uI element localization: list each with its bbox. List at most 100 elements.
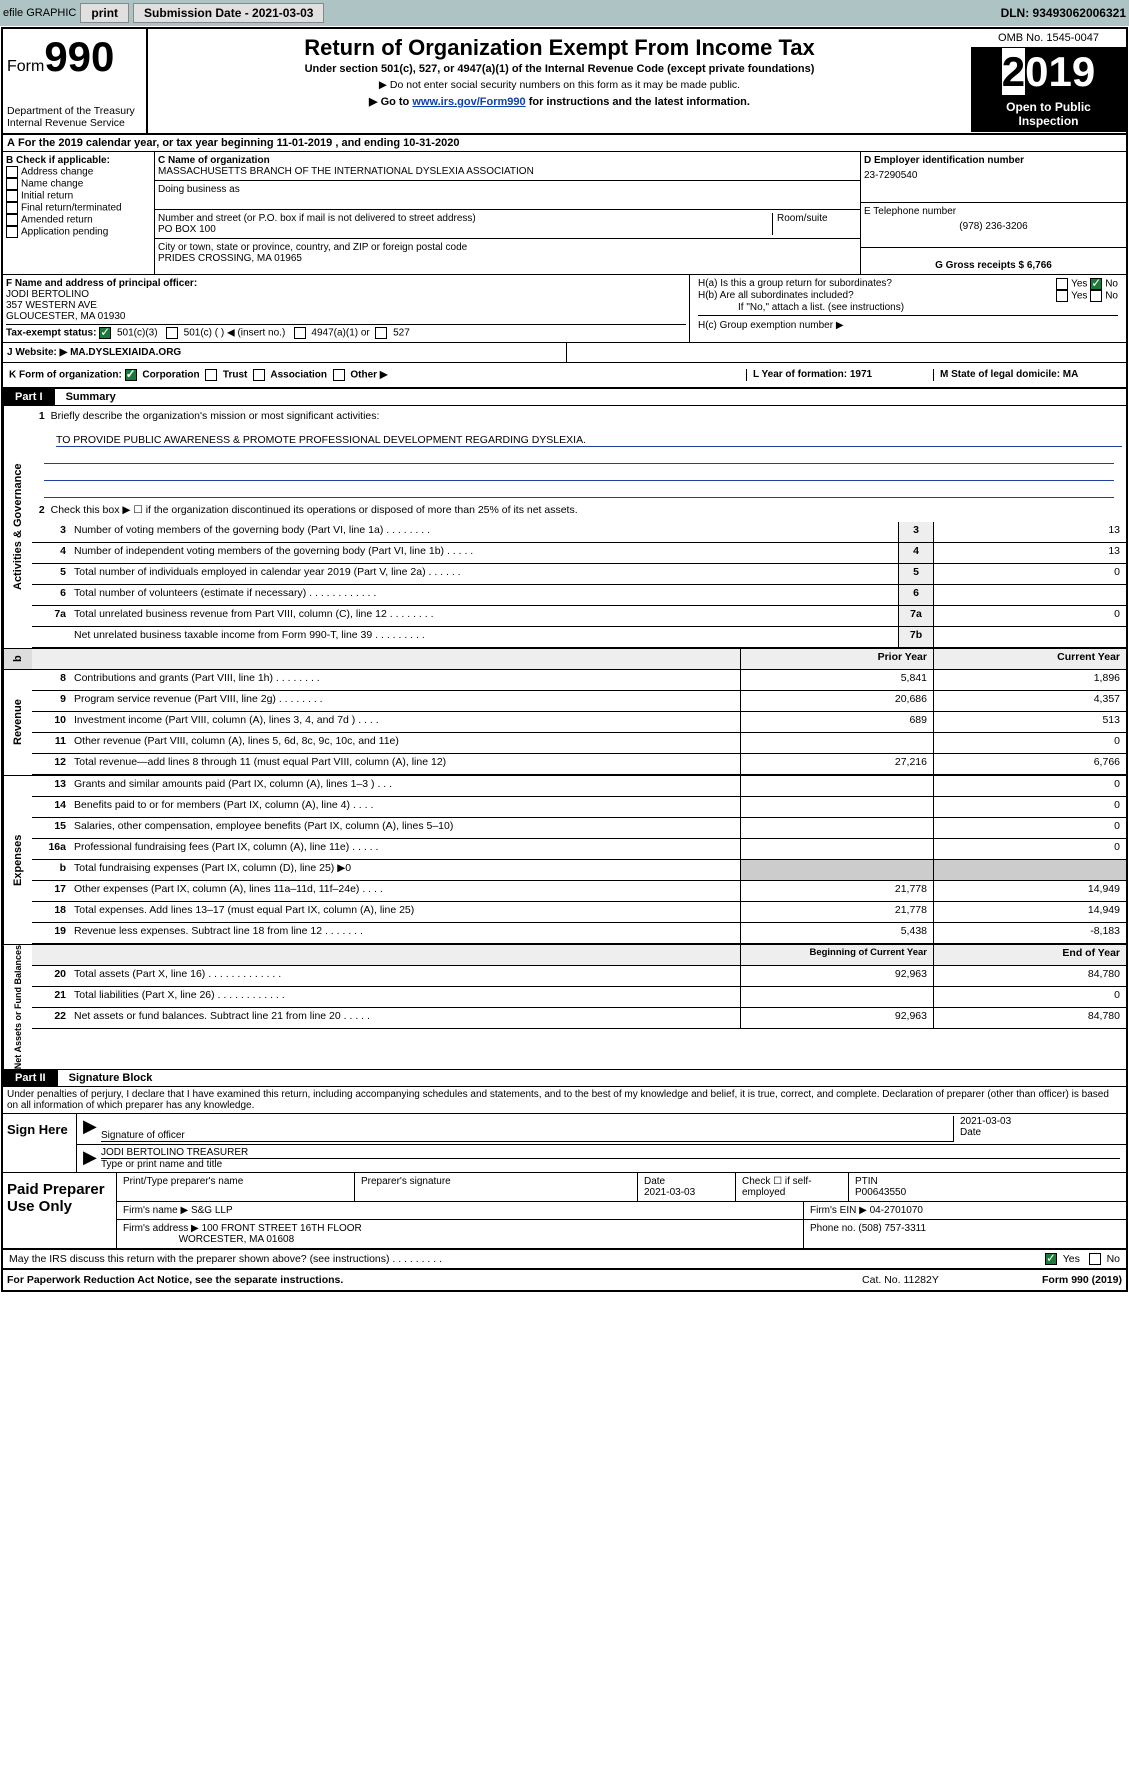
footer-form: Form 990 (2019) bbox=[1042, 1274, 1122, 1286]
check-trust[interactable] bbox=[205, 369, 217, 381]
section-a: A For the 2019 calendar year, or tax yea… bbox=[3, 135, 1126, 152]
irs-link[interactable]: www.irs.gov/Form990 bbox=[412, 96, 525, 108]
website: MA.DYSLEXIAIDA.ORG bbox=[70, 347, 181, 358]
sig-date: 2021-03-03 bbox=[960, 1116, 1120, 1127]
col-begin: Beginning of Current Year bbox=[740, 945, 933, 965]
check-other[interactable] bbox=[333, 369, 345, 381]
toolbar: efile GRAPHIC print Submission Date - 20… bbox=[0, 0, 1129, 26]
side-net: Net Assets or Fund Balances bbox=[3, 945, 32, 1069]
col-prior: Prior Year bbox=[740, 649, 933, 669]
hb-answer: Yes No bbox=[1056, 290, 1118, 302]
prep-date-label: Date bbox=[644, 1176, 665, 1187]
check-4947[interactable] bbox=[294, 327, 306, 339]
mission: TO PROVIDE PUBLIC AWARENESS & PROMOTE PR… bbox=[56, 434, 1122, 447]
check-address[interactable]: Address change bbox=[6, 166, 151, 178]
footer-left: For Paperwork Reduction Act Notice, see … bbox=[7, 1274, 862, 1286]
name-title-label: Type or print name and title bbox=[101, 1159, 1120, 1170]
officer-name: JODI BERTOLINO bbox=[6, 289, 686, 300]
part1-title: Summary bbox=[58, 391, 116, 403]
check-assoc[interactable] bbox=[253, 369, 265, 381]
line2-label: Check this box ▶ ☐ if the organization d… bbox=[51, 504, 578, 516]
check-corp[interactable] bbox=[125, 369, 137, 381]
check-527[interactable] bbox=[375, 327, 387, 339]
ptin: P00643550 bbox=[855, 1187, 906, 1198]
city: PRIDES CROSSING, MA 01965 bbox=[158, 253, 857, 264]
ha-label: H(a) Is this a group return for subordin… bbox=[698, 278, 892, 290]
firm-phone: Phone no. (508) 757-3311 bbox=[804, 1220, 1126, 1248]
footer-cat: Cat. No. 11282Y bbox=[862, 1274, 1042, 1286]
subtitle-1: Under section 501(c), 527, or 4947(a)(1)… bbox=[154, 63, 965, 75]
firm-name-label: Firm's name ▶ bbox=[123, 1205, 188, 1216]
open-to-public: Open to Public Inspection bbox=[971, 96, 1126, 132]
prep-sig-label: Preparer's signature bbox=[355, 1173, 638, 1201]
sig-date-label: Date bbox=[960, 1127, 1120, 1138]
ein: 23-7290540 bbox=[864, 166, 1123, 181]
subtitle-2: ▶ Do not enter social security numbers o… bbox=[154, 79, 965, 91]
ptin-label: PTIN bbox=[855, 1176, 878, 1187]
f-label: F Name and address of principal officer: bbox=[6, 278, 197, 289]
firm-name: S&G LLP bbox=[191, 1205, 233, 1216]
paid-preparer: Paid Preparer Use Only bbox=[3, 1173, 116, 1248]
hb-label: H(b) Are all subordinates included? bbox=[698, 290, 854, 302]
submission-date-button[interactable]: Submission Date - 2021-03-03 bbox=[133, 3, 324, 23]
col-current: Current Year bbox=[933, 649, 1126, 669]
g-label: G Gross receipts $ 6,766 bbox=[935, 260, 1052, 271]
part2-header: Part II bbox=[3, 1070, 58, 1086]
check-final[interactable]: Final return/terminated bbox=[6, 202, 151, 214]
firm-ein: Firm's EIN ▶ 04-2701070 bbox=[804, 1202, 1126, 1219]
h-note: If "No," attach a list. (see instruction… bbox=[698, 302, 1118, 313]
hc-label: H(c) Group exemption number ▶ bbox=[698, 315, 1118, 331]
form-number: 990 bbox=[44, 33, 114, 80]
side-activities: Activities & Governance bbox=[3, 406, 32, 648]
discuss-yes[interactable] bbox=[1045, 1253, 1057, 1265]
form-990: Form990 Department of the TreasuryIntern… bbox=[1, 27, 1128, 1292]
form-label: Form bbox=[7, 58, 44, 75]
org-name: MASSACHUSETTS BRANCH OF THE INTERNATIONA… bbox=[158, 166, 857, 177]
check-amended[interactable]: Amended return bbox=[6, 214, 151, 226]
check-501c[interactable] bbox=[166, 327, 178, 339]
part2-title: Signature Block bbox=[61, 1072, 153, 1084]
form-title: Return of Organization Exempt From Incom… bbox=[154, 35, 965, 61]
omb-number: OMB No. 1545-0047 bbox=[971, 29, 1126, 48]
print-button[interactable]: print bbox=[80, 3, 129, 23]
sig-officer-label: Signature of officer bbox=[101, 1130, 953, 1141]
ha-answer: Yes No bbox=[1056, 278, 1118, 290]
check-initial[interactable]: Initial return bbox=[6, 190, 151, 202]
officer-addr2: GLOUCESTER, MA 01930 bbox=[6, 311, 686, 322]
prep-name-label: Print/Type preparer's name bbox=[117, 1173, 355, 1201]
check-pending[interactable]: Application pending bbox=[6, 226, 151, 238]
side-b: b bbox=[3, 649, 32, 670]
self-employed: Check ☐ if self-employed bbox=[736, 1173, 849, 1201]
dba-label: Doing business as bbox=[158, 184, 857, 195]
prep-date: 2021-03-03 bbox=[644, 1187, 695, 1198]
room-label: Room/suite bbox=[772, 213, 857, 235]
check-501c3[interactable] bbox=[99, 327, 111, 339]
e-label: E Telephone number bbox=[864, 206, 1123, 217]
arrow-icon: ▶ bbox=[83, 1116, 101, 1142]
dln-label: DLN: 93493062006321 bbox=[1001, 6, 1126, 20]
street: PO BOX 100 bbox=[158, 224, 772, 235]
dept-label: Department of the TreasuryInternal Reven… bbox=[7, 105, 142, 129]
street-label: Number and street (or P.O. box if mail i… bbox=[158, 213, 772, 224]
j-label: J Website: ▶ bbox=[7, 347, 67, 358]
arrow-icon: ▶ bbox=[83, 1147, 101, 1170]
d-label: D Employer identification number bbox=[864, 155, 1123, 166]
b-label: B Check if applicable: bbox=[6, 155, 151, 166]
subtitle-3: ▶ Go to www.irs.gov/Form990 for instruct… bbox=[154, 95, 965, 108]
l-label: L Year of formation: 1971 bbox=[746, 369, 933, 381]
check-name[interactable]: Name change bbox=[6, 178, 151, 190]
discuss-q: May the IRS discuss this return with the… bbox=[9, 1253, 442, 1265]
officer-name-title: JODI BERTOLINO TREASURER bbox=[101, 1147, 1120, 1159]
col-end: End of Year bbox=[933, 945, 1126, 965]
part1-header: Part I bbox=[3, 389, 55, 405]
tax-year: 2019 bbox=[971, 48, 1126, 96]
sign-here: Sign Here bbox=[3, 1114, 76, 1172]
line1-label: Briefly describe the organization's miss… bbox=[51, 410, 380, 422]
c-name-label: C Name of organization bbox=[158, 155, 857, 166]
phone: (978) 236-3206 bbox=[864, 217, 1123, 232]
discuss-no[interactable] bbox=[1089, 1253, 1101, 1265]
officer-addr1: 357 WESTERN AVE bbox=[6, 300, 686, 311]
city-label: City or town, state or province, country… bbox=[158, 242, 857, 253]
declaration: Under penalties of perjury, I declare th… bbox=[3, 1087, 1126, 1114]
k-label: K Form of organization: bbox=[9, 370, 122, 381]
